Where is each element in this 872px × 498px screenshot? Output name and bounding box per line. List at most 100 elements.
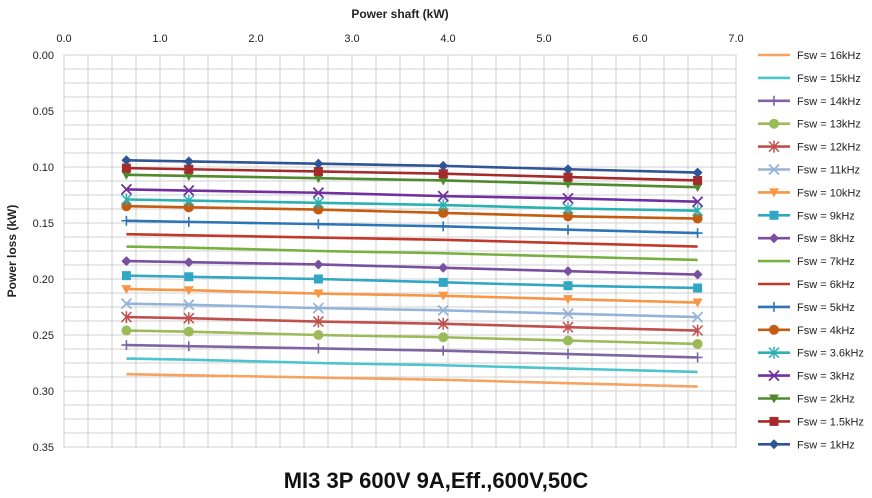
data-point-marker: [563, 295, 573, 305]
x-tick-label: 1.0: [152, 33, 167, 45]
legend-label: Fsw = 4kHz: [797, 325, 855, 337]
data-point-marker: [563, 224, 573, 235]
data-point-marker: [563, 335, 573, 346]
legend-label: Fsw = 12kHz: [797, 142, 861, 154]
data-point-marker: [183, 184, 195, 197]
data-point-marker: [438, 332, 449, 343]
series-line: [126, 188, 698, 204]
x-tick-label: 6.0: [632, 33, 647, 45]
data-point-marker: [769, 301, 779, 312]
series-line: [126, 173, 698, 189]
data-point-marker: [438, 262, 449, 273]
chart-title: MI3 3P 600V 9A,Eff.,600V,50C: [284, 468, 589, 493]
data-point-marker: [121, 340, 132, 351]
data-point-marker: [183, 194, 195, 207]
data-point-marker: [120, 311, 132, 324]
data-point-marker: [183, 156, 194, 167]
data-point-marker: [692, 352, 703, 363]
x-axis-ticks: 0.0 1.0 2.0 3.0 4.0 5.0 6.0 7.0: [56, 33, 743, 45]
series-line: [126, 232, 698, 248]
data-point-marker: [562, 321, 574, 334]
data-point-marker: [121, 271, 131, 281]
data-point-marker: [121, 201, 132, 212]
x-tick-label: 7.0: [728, 33, 743, 45]
data-point-marker: [438, 221, 449, 232]
data-point-marker: [183, 257, 194, 268]
data-point-marker: [438, 176, 449, 186]
data-point-marker: [438, 291, 449, 301]
data-point-marker: [438, 160, 449, 171]
series: [121, 256, 703, 280]
legend-label: Fsw = 1.5kHz: [797, 416, 864, 428]
series: [120, 311, 704, 337]
series-line: [126, 158, 698, 174]
series: [121, 155, 703, 178]
legend-item: Fsw = 15kHz: [758, 73, 861, 85]
data-point-marker: [183, 299, 195, 311]
legend-item: Fsw = 14kHz: [758, 95, 861, 108]
data-point-marker: [692, 204, 704, 217]
y-axis-label: Power loss (kW): [5, 205, 19, 298]
data-point-marker: [313, 343, 324, 354]
data-point-marker: [313, 259, 324, 270]
y-tick-label: 0.00: [33, 50, 54, 62]
data-point-marker: [438, 169, 448, 179]
data-point-marker: [692, 269, 703, 280]
series: [126, 357, 698, 374]
data-point-marker: [692, 228, 703, 239]
data-point-marker: [769, 394, 779, 404]
y-tick-label: 0.15: [33, 218, 54, 230]
data-point-marker: [692, 324, 704, 337]
y-axis-ticks: 0.00 0.05 0.10 0.15 0.20 0.25 0.30 0.35: [33, 50, 54, 454]
data-point-marker: [768, 140, 780, 153]
data-point-marker: [438, 207, 449, 218]
series: [120, 298, 704, 323]
x-tick-label: 5.0: [536, 33, 551, 45]
legend-label: Fsw = 2kHz: [797, 394, 855, 406]
legend-label: Fsw = 3.6kHz: [797, 348, 864, 360]
data-point-marker: [768, 369, 780, 382]
series-line: [126, 245, 698, 262]
data-point-marker: [691, 196, 704, 208]
gridlines: [63, 54, 737, 448]
data-point-marker: [312, 196, 324, 209]
legend-item: Fsw = 16kHz: [758, 50, 861, 62]
legend-label: Fsw = 8kHz: [797, 233, 855, 245]
legend-label: Fsw = 10kHz: [797, 187, 861, 199]
data-point-marker: [692, 338, 703, 349]
legend-item: Fsw = 1.5kHz: [758, 416, 864, 428]
data-point-marker: [313, 330, 324, 340]
data-point-marker: [183, 326, 194, 337]
data-point-marker: [438, 277, 448, 287]
data-point-marker: [768, 346, 780, 359]
legend-item: Fsw = 4kHz: [758, 324, 855, 337]
series: [121, 201, 703, 224]
legend: Fsw = 16kHz Fsw = 15kHz Fsw = 14kHz Fsw = 1…: [758, 50, 864, 451]
x-tick-label: 3.0: [344, 33, 359, 45]
data-point-marker: [313, 158, 324, 169]
series-line: [126, 198, 698, 212]
legend-item: Fsw = 9kHz: [758, 210, 855, 222]
series-group: [120, 155, 704, 388]
data-point-marker: [120, 193, 132, 206]
data-point-marker: [121, 285, 132, 295]
y-tick-label: 0.05: [33, 106, 54, 118]
data-point-marker: [692, 213, 703, 224]
y-tick-label: 0.35: [33, 442, 54, 454]
data-point-marker: [312, 187, 325, 199]
series: [126, 245, 698, 262]
legend-label: Fsw = 15kHz: [797, 73, 861, 85]
data-point-marker: [693, 175, 703, 185]
data-point-marker: [313, 166, 323, 176]
series: [126, 372, 698, 388]
data-point-marker: [313, 174, 324, 184]
data-point-marker: [184, 164, 194, 174]
x-tick-label: 2.0: [248, 33, 263, 45]
legend-item: Fsw = 3.6kHz: [758, 346, 864, 360]
data-point-marker: [121, 256, 132, 267]
y-tick-label: 0.25: [33, 330, 54, 342]
data-point-marker: [121, 215, 132, 226]
data-point-marker: [120, 183, 133, 196]
data-point-marker: [769, 439, 779, 450]
legend-item: Fsw = 13kHz: [758, 118, 861, 131]
